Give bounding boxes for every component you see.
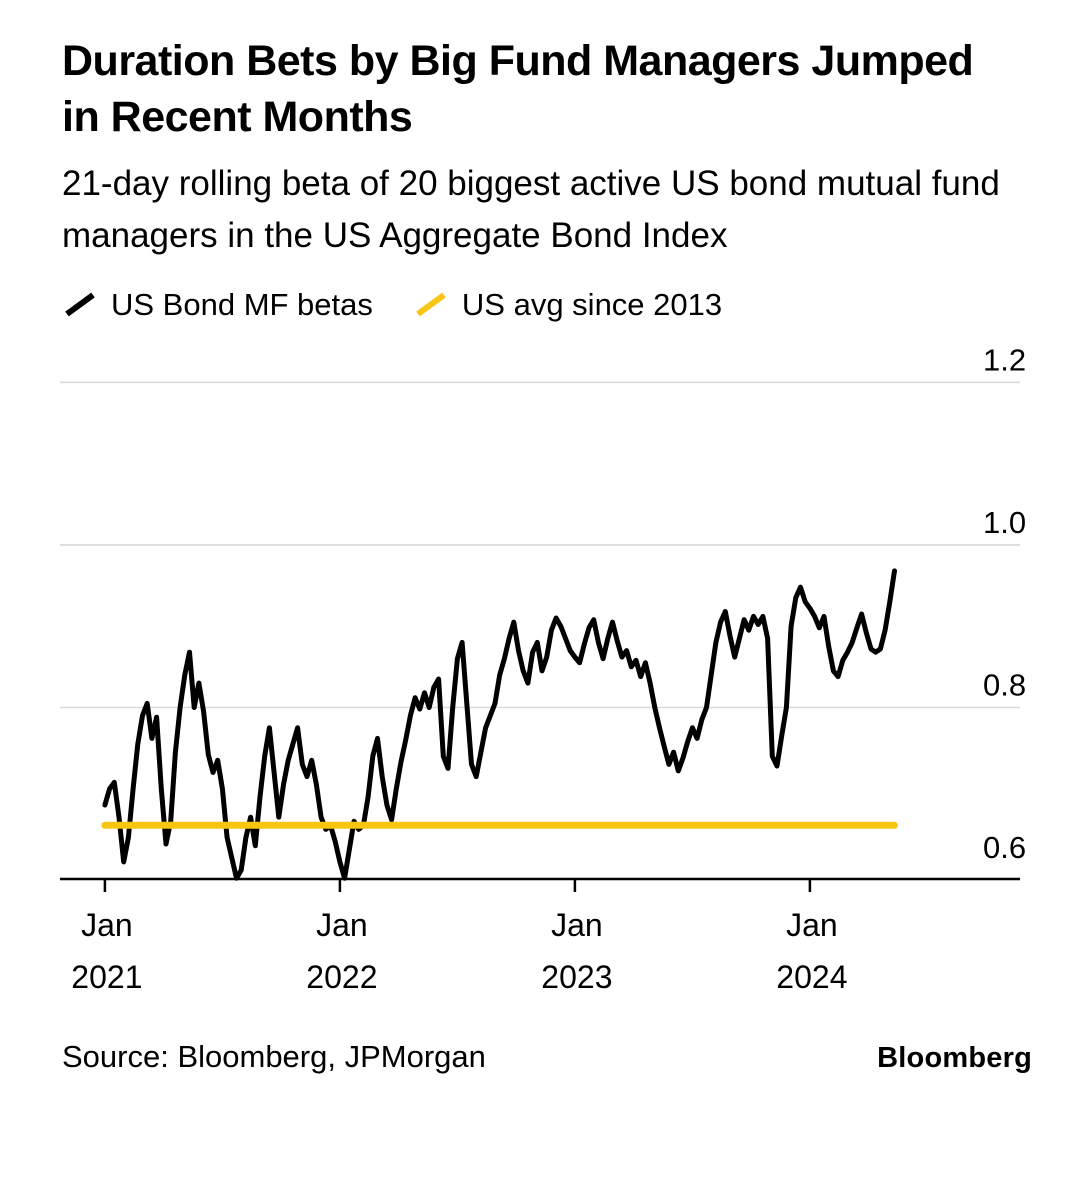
y-tick-label: 0.8	[983, 668, 1026, 703]
legend-item-bond-mf-betas: US Bond MF betas	[62, 287, 373, 323]
chart-footer: Source: Bloomberg, JPMorgan Bloomberg	[0, 1039, 1080, 1075]
x-tick-label-month: Jan	[81, 907, 133, 943]
black-line-swatch-icon	[65, 292, 95, 317]
chart-title: Duration Bets by Big Fund Managers Jumpe…	[62, 37, 974, 141]
y-tick-label: 1.2	[983, 343, 1026, 378]
source-note: Source: Bloomberg, JPMorgan	[62, 1039, 486, 1075]
legend: US Bond MF betas US avg since 2013	[0, 287, 1080, 323]
legend-label-bond-mf-betas: US Bond MF betas	[111, 287, 373, 323]
x-tick-label-month: Jan	[786, 907, 838, 943]
x-tick-label-month: Jan	[551, 907, 603, 943]
chart-svg: 0.6 0.8 1.0 1.2 Jan 2021 Jan 2022 Jan 2023 Jan 2024	[60, 343, 1026, 995]
series-main-line	[102, 568, 897, 882]
x-tick-label-year: 2024	[776, 959, 847, 995]
x-tick-label-year: 2021	[71, 959, 142, 995]
y-tick-label: 0.6	[983, 830, 1026, 865]
legend-label-us-avg: US avg since 2013	[461, 287, 723, 323]
chart-card: Duration Bets by Big Fund Managers Jumpe…	[0, 37, 1080, 1075]
x-tick-label-year: 2023	[541, 959, 612, 995]
y-tick-label: 1.0	[983, 505, 1026, 540]
chart-subtitle: 21-day rolling beta of 20 biggest active…	[62, 163, 1000, 255]
yellow-line-swatch-icon	[416, 292, 446, 317]
bloomberg-logo: Bloomberg	[877, 1042, 1032, 1075]
legend-item-us-avg: US avg since 2013	[413, 287, 722, 323]
x-tick-label-month: Jan	[316, 907, 368, 943]
x-tick-label-year: 2022	[306, 959, 377, 995]
